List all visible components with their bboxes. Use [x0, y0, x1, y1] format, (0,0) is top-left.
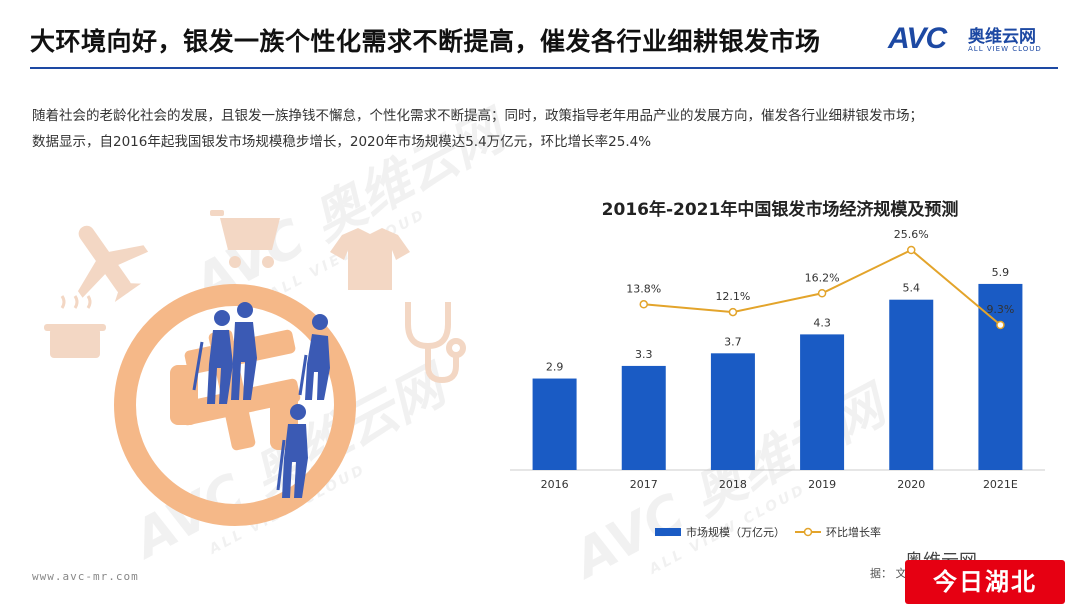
logo-cn: 奥维云网 [968, 27, 1036, 47]
elderly-person-icon [192, 310, 233, 404]
intro-text: 随着社会的老龄化社会的发展，且银发一族挣钱不懈怠，个性化需求不断提高；同时，政策… [32, 103, 1072, 155]
x-tick-2020: 2020 [897, 478, 925, 491]
elderly-person-icon [298, 314, 330, 400]
bar-2019 [800, 334, 845, 470]
bar-label-2017: 3.3 [635, 348, 653, 361]
silver-economy-illustration [44, 210, 466, 526]
line-point-2021E [996, 320, 1005, 330]
legend-line-label: 环比增长率 [826, 525, 881, 539]
chart-title: 2016年-2021年中国银发市场经济规模及预测 [602, 199, 959, 220]
line-label-2020: 25.6% [894, 228, 929, 241]
bar-2021E [978, 283, 1023, 470]
x-tick-2016: 2016 [541, 478, 569, 491]
bar-2020 [889, 299, 934, 470]
line-point-2019 [817, 289, 827, 298]
logo-en: ALL VIEW CLOUD [968, 45, 1042, 53]
pot-icon [44, 295, 106, 358]
avc-logo: AVC 奥维云网 ALL VIEW CLOUD [888, 20, 1058, 60]
intro-line-1: 随着社会的老龄化社会的发展，且银发一族挣钱不懈怠，个性化需求不断提高；同时，政策… [32, 108, 923, 124]
title-divider [30, 67, 1058, 69]
legend-bar-label: 市场规模（万亿元） [686, 525, 785, 539]
bar-label-2021E: 5.9 [992, 266, 1010, 279]
stethoscope-icon [405, 302, 466, 384]
line-label-2021E: 9.3% [986, 303, 1014, 316]
elderly-person-icon [276, 404, 308, 498]
bar-label-2018: 3.7 [724, 335, 742, 348]
bar-label-2020: 5.4 [903, 282, 921, 295]
legend-bar-swatch [655, 528, 681, 536]
news-badge: 今日湖北 [905, 560, 1065, 604]
tshirt-icon [330, 228, 410, 290]
growth-rate-line [643, 248, 1002, 326]
silver-market-chart: 2016年-2021年中国银发市场经济规模及预测 2.9 3.3 3.7 4.3 5.4… [510, 199, 1045, 539]
x-tick-2021E: 2021E [983, 478, 1018, 491]
intro-line-2: 数据显示，自2016年起我国银发市场规模稳步增长，2020年市场规模达5.4万亿… [32, 134, 652, 150]
airplane-icon [77, 225, 149, 302]
legend-line-dot [803, 527, 813, 537]
bar-label-2016: 2.9 [546, 361, 564, 374]
line-label-2017: 13.8% [626, 282, 661, 295]
line-point-2020 [907, 245, 916, 255]
footer-url: www.avc-mr.com [32, 570, 139, 583]
x-tick-2018: 2018 [719, 478, 747, 491]
line-point-2018 [728, 307, 738, 317]
x-tick-2019: 2019 [808, 478, 836, 491]
bar-2016 [532, 378, 577, 470]
logo-mark: AVC [888, 22, 947, 55]
bar-2017 [621, 365, 666, 470]
cart-icon [210, 210, 280, 268]
line-point-2017 [639, 300, 648, 309]
elderly-person-icon [231, 302, 257, 400]
page-title: 大环境向好，银发一族个性化需求不断提高，催发各行业细耕银发市场 [30, 27, 821, 56]
chart-legend: 市场规模（万亿元） 环比增长率 [655, 525, 881, 539]
bar-label-2019: 4.3 [813, 316, 831, 329]
x-tick-2017: 2017 [630, 478, 658, 491]
line-label-2018: 12.1% [715, 290, 750, 303]
bar-2018 [710, 353, 755, 470]
line-label-2019: 16.2% [805, 271, 840, 284]
